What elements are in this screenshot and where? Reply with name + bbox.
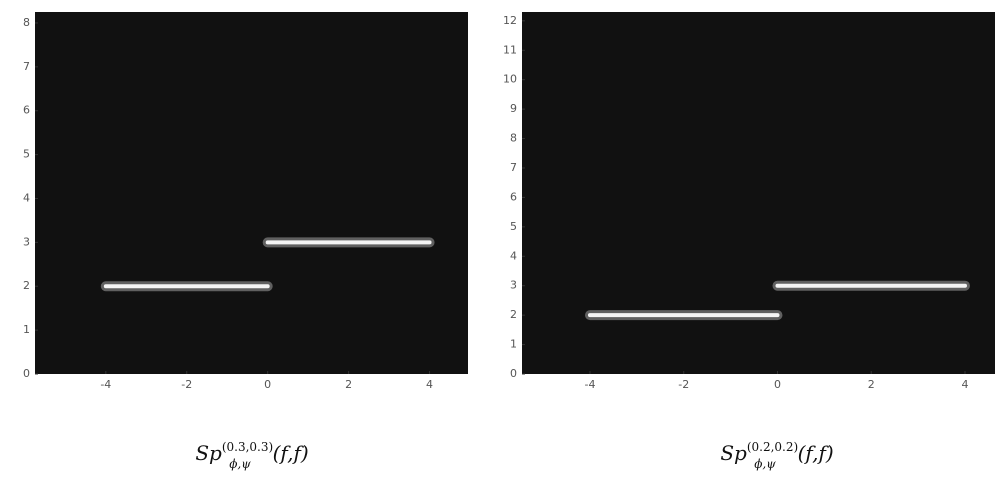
y-tick-label: 6: [510, 190, 517, 203]
y-tick-label: 4: [23, 191, 30, 204]
ridge: [103, 240, 432, 289]
plot-background: [35, 12, 468, 374]
x-tick-label: -2: [678, 378, 689, 391]
y-tick-label: 9: [510, 102, 517, 115]
x-tick-label: -4: [584, 378, 595, 391]
y-tick-label: 2: [510, 308, 517, 321]
chart: 0 1 2 3 4 5 6 7 8 -4 -2 0 2 4 Sp(0.3,0.3) ϕ,ψ (f,f): [23, 12, 468, 471]
y-tick-label: 8: [23, 16, 30, 29]
caption-base: Sp: [720, 441, 747, 465]
x-tick-label: 2: [868, 378, 875, 391]
y-tick-label: 5: [510, 220, 517, 233]
caption-superscript: (0.2,0.2): [747, 440, 798, 454]
x-tick-label: 4: [426, 378, 433, 391]
y-tick-label: 8: [510, 132, 517, 145]
y-tick-label: 0: [23, 367, 30, 380]
y-tick-label: 7: [510, 161, 517, 174]
caption-args: (f,f): [273, 441, 309, 465]
y-tick-label: 3: [23, 235, 30, 248]
x-tick-label: -2: [181, 378, 192, 391]
y-tick-label: 12: [503, 14, 517, 27]
y-tick-label: 6: [23, 104, 30, 117]
y-tick-label: 11: [503, 43, 517, 56]
y-tick-label: 10: [503, 73, 517, 86]
ridge: [587, 283, 967, 318]
y-tick-label: 7: [23, 60, 30, 73]
x-tick-label: 0: [774, 378, 781, 391]
caption: Sp(0.3,0.3) ϕ,ψ (f,f): [195, 440, 308, 471]
x-tick-label: 4: [961, 378, 968, 391]
x-tick-label: 0: [264, 378, 271, 391]
y-tick-label: 1: [23, 323, 30, 336]
x-tick-label: 2: [345, 378, 352, 391]
caption: Sp(0.2,0.2) ϕ,ψ (f,f): [720, 440, 833, 471]
y-tick-label: 5: [23, 148, 30, 161]
caption-superscript: (0.3,0.3): [222, 440, 273, 454]
y-tick-label: 2: [23, 279, 30, 292]
caption-args: (f,f): [798, 441, 834, 465]
caption-base: Sp: [195, 441, 222, 465]
x-tick-label: -4: [100, 378, 111, 391]
y-tick-label: 0: [510, 367, 517, 380]
y-tick-label: 3: [510, 279, 517, 292]
y-tick-label: 1: [510, 338, 517, 351]
y-tick-label: 4: [510, 249, 517, 262]
caption-subscript: ϕ,ψ: [229, 457, 251, 471]
caption-subscript: ϕ,ψ: [754, 457, 776, 471]
